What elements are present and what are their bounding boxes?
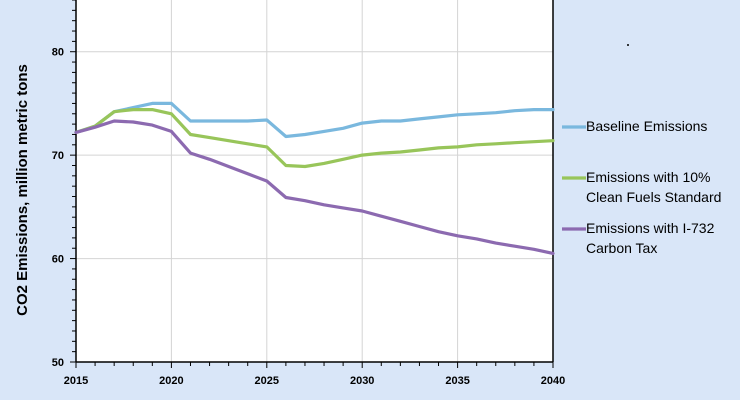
- y-axis-label: CO2 Emissions, million metric tons: [14, 64, 31, 316]
- legend-label-3: Emissions with I-732: [586, 220, 715, 236]
- y-tick-label: 50: [52, 357, 64, 369]
- axis-ticks: 50 60 70 80 2015 2020 2025 2030 2035 2040: [52, 0, 565, 387]
- y-tick-label: 60: [52, 254, 64, 266]
- series-line-3: [74, 119, 555, 255]
- legend: Baseline Emissions Emissions with 10% Clea…: [562, 118, 721, 256]
- legend-label-2: Emissions with 10%: [586, 169, 711, 185]
- legend-label-2: Clean Fuels Standard: [586, 189, 721, 205]
- x-tick-label: 2030: [350, 375, 374, 387]
- x-tick-label: 2040: [541, 375, 565, 387]
- x-tick-label: 2035: [445, 375, 469, 387]
- x-tick-label: 2020: [159, 375, 183, 387]
- stray-dot: [627, 44, 629, 46]
- series-lines: [74, 101, 555, 255]
- y-tick-label: 80: [52, 47, 64, 59]
- series-line-2: [74, 107, 555, 169]
- x-tick-label: 2015: [64, 375, 88, 387]
- legend-label-3: Carbon Tax: [586, 240, 657, 256]
- y-tick-label: 70: [52, 150, 64, 162]
- plot-area: [76, 0, 553, 362]
- axes: [75, 0, 554, 363]
- x-tick-label: 2025: [255, 375, 279, 387]
- series-line-1: [74, 101, 555, 139]
- legend-label-1: Baseline Emissions: [586, 118, 707, 134]
